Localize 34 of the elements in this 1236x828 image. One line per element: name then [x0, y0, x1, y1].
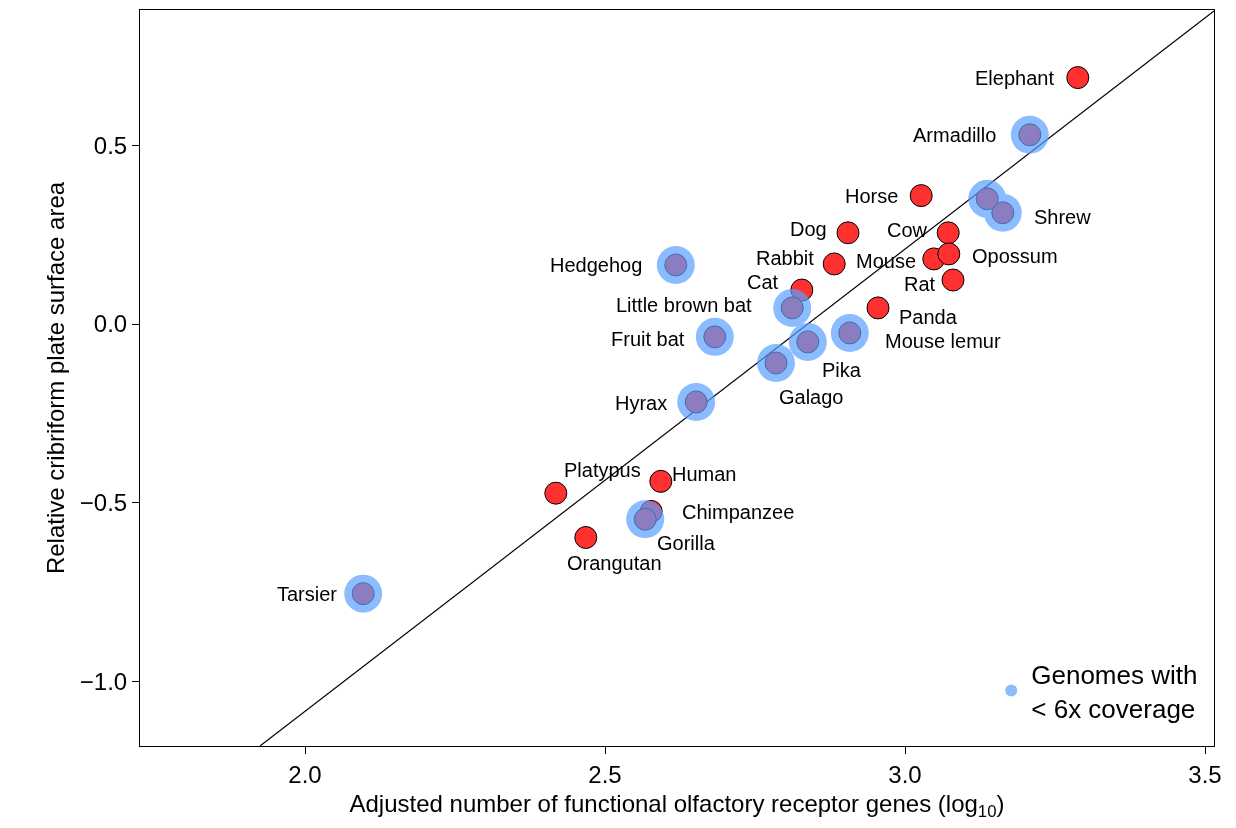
- annotation: Horse: [845, 185, 899, 207]
- x-axis-title: Adjusted number of functional olfactory receptor genes (log$_{10}$): [349, 790, 1005, 822]
- annotation: Little brown bat: [616, 294, 753, 316]
- annotation: Tarsier: [277, 583, 338, 605]
- legend-label: Genomes with < 6x coverage: [1031, 659, 1198, 724]
- x-tick-label: 2.5: [588, 760, 622, 788]
- annotation: Dog: [790, 218, 827, 240]
- y-tick-label: −1.0: [79, 668, 128, 696]
- annotation: Opossum: [972, 245, 1058, 267]
- annotation: Mouse lemur: [885, 330, 1001, 352]
- x-tick-label: 3.5: [1188, 760, 1222, 788]
- annotation: Panda: [899, 306, 958, 328]
- y-axis-title: Relative cribriform plate surface area: [41, 181, 69, 575]
- y-tick-label: −0.5: [79, 489, 128, 517]
- annotation: Hedgehog: [550, 254, 643, 276]
- annotation: Human: [672, 463, 737, 485]
- annotation: Pika: [822, 359, 862, 381]
- x-tick-label: 3.0: [888, 760, 922, 788]
- annotation: Cat: [747, 271, 779, 293]
- annotation: Elephant: [975, 67, 1055, 89]
- annotation: Shrew: [1034, 206, 1092, 228]
- annotation: Fruit bat: [611, 328, 685, 350]
- annotation: Rabbit: [756, 247, 815, 269]
- annotation: Chimpanzee: [682, 501, 795, 523]
- y-tick-label: 0.5: [93, 131, 128, 159]
- annotation: Galago: [779, 386, 844, 408]
- y-tick-label: 0.0: [93, 310, 128, 338]
- annotation: Hyrax: [615, 392, 668, 414]
- annotation: Gorilla: [657, 532, 716, 554]
- annotation: Orangutan: [567, 552, 662, 574]
- x-tick-label: 2.0: [288, 760, 322, 788]
- annotation: Rat: [904, 273, 936, 295]
- annotation: Armadillo: [913, 124, 997, 146]
- annotation: Cow: [887, 219, 928, 241]
